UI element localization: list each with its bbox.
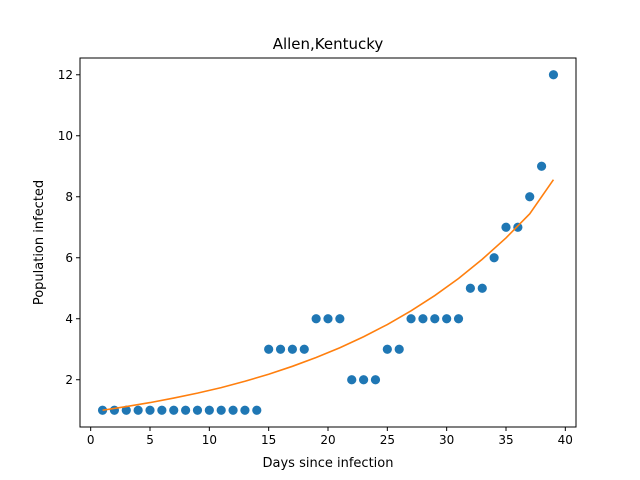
data-point (347, 375, 357, 385)
data-point (109, 405, 120, 415)
plot-frame (79, 57, 577, 428)
data-point (287, 344, 298, 354)
data-point (465, 283, 475, 293)
y-tick-label: 2 (65, 373, 73, 387)
data-point (97, 405, 108, 415)
data-point (240, 405, 250, 415)
data-point (489, 253, 499, 263)
data-point (181, 405, 191, 415)
x-tick-label: 10 (202, 433, 217, 447)
data-point (453, 314, 464, 324)
data-point (418, 314, 428, 324)
data-point (382, 344, 392, 354)
data-point (525, 192, 535, 202)
data-point (145, 405, 155, 415)
y-axis-label: Population infected (32, 180, 47, 305)
x-tick-label: 15 (261, 433, 276, 447)
data-point (169, 405, 179, 415)
data-point (204, 405, 214, 415)
data-point (501, 222, 511, 232)
x-axis-label: Days since infection (263, 456, 394, 471)
data-point (133, 405, 143, 415)
data-point (477, 283, 487, 293)
axis-ticks: 0 5 10 15 20 25 30 35 40 2 4 6 8 10 12 (58, 68, 573, 447)
x-tick-label: 30 (439, 433, 454, 447)
x-tick-label: 20 (320, 433, 335, 447)
data-point (275, 344, 286, 354)
data-point (513, 222, 523, 232)
data-point (406, 314, 416, 324)
data-point (548, 70, 559, 80)
x-tick-label: 35 (498, 433, 513, 447)
x-tick-label: 40 (558, 433, 573, 447)
data-point (299, 344, 309, 354)
plot-marks (97, 70, 559, 415)
chart-title: Allen,Kentucky (273, 35, 384, 53)
data-point (394, 344, 404, 354)
y-tick-label: 8 (65, 190, 73, 204)
data-point (157, 405, 167, 415)
fit-curve (102, 179, 555, 412)
y-tick-label: 4 (65, 312, 73, 326)
data-point (335, 314, 345, 324)
x-tick-label: 0 (87, 433, 95, 447)
data-point (442, 314, 452, 324)
x-tick-label: 5 (146, 433, 154, 447)
data-point (323, 314, 333, 324)
y-tick-label: 10 (58, 129, 73, 143)
data-point (311, 314, 321, 324)
y-tick-label: 12 (58, 68, 73, 82)
data-point (228, 405, 238, 415)
y-tick-label: 6 (65, 251, 73, 265)
data-point (430, 314, 440, 324)
data-point (121, 405, 131, 415)
data-point (216, 405, 226, 415)
data-point (370, 375, 381, 385)
data-point (192, 405, 203, 415)
data-point (264, 344, 274, 354)
data-point (252, 405, 262, 415)
data-point (536, 161, 547, 171)
data-point (358, 375, 369, 385)
x-tick-label: 25 (380, 433, 395, 447)
